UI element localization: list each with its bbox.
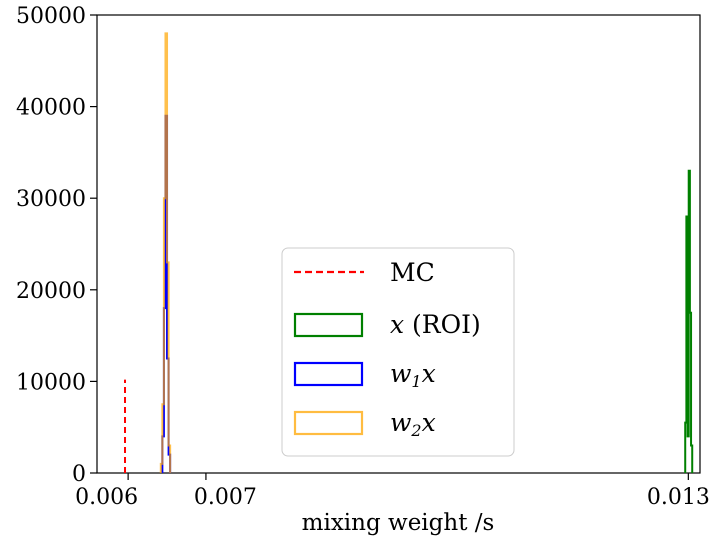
histogram-step-1 (684, 169, 694, 473)
y-tick-label-0: 0 (72, 462, 86, 487)
x-tick-label-2: 0.0132 (647, 485, 710, 510)
legend-mc-label: MC (390, 258, 435, 287)
legend: MC x (ROI) w1x w2x (281, 247, 515, 457)
legend-box (281, 247, 515, 457)
axes-frame (96, 14, 701, 474)
y-tick-label-3: 30000 (16, 187, 86, 212)
legend-w2x-label: w2x (390, 408, 436, 440)
legend-roi-label: x (ROI) (390, 310, 481, 339)
series-3 (159, 32, 172, 473)
x-tick-label-1: 0.007 (194, 485, 257, 510)
x-axis-label: mixing weight /s (302, 510, 495, 536)
legend-roi-swatch (293, 312, 364, 338)
y-axis-ticks: 0 10000 20000 30000 40000 50000 (16, 4, 97, 487)
legend-w2x-swatch (293, 410, 364, 436)
plot-frame (96, 14, 701, 474)
series-layer (124, 32, 694, 473)
y-tick-label-4: 40000 (16, 96, 86, 121)
x-tick-label-0: 0.006 (75, 485, 138, 510)
y-tick-label-2: 20000 (16, 279, 86, 304)
histogram-step-3 (159, 32, 172, 473)
x-axis-ticks: 0.006 0.007 0.0132 (75, 473, 710, 510)
y-tick-label-1: 10000 (16, 370, 86, 395)
legend-w1x-swatch (293, 361, 364, 387)
y-tick-label-5: 50000 (16, 4, 86, 29)
series-1 (684, 169, 694, 473)
